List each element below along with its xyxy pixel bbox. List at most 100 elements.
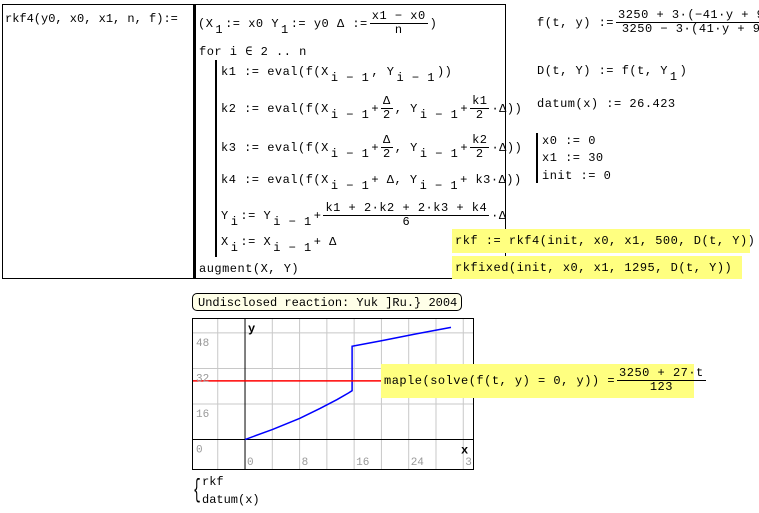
expr-text: X bbox=[221, 235, 229, 249]
augment-line: augment(X, Y) bbox=[199, 262, 299, 276]
expr-text: k1 + 2·k2 + 2·k3 + k4 bbox=[325, 201, 488, 215]
legend-datum[interactable]: datum(x) bbox=[202, 493, 260, 507]
maple-solve-expression[interactable]: maple(solve(f(t, y) = 0, y)) = 3250 + 27·… bbox=[381, 364, 706, 398]
expr-text: ) bbox=[429, 16, 438, 31]
init-line: (X 1:= x0 Y 1:= y0 Δ := x1 − x0 n) bbox=[198, 10, 437, 37]
series-rkf bbox=[244, 326, 452, 441]
fraction: k1 + 2·k2 + 2·k3 + k4 6 bbox=[323, 201, 490, 229]
expr-text: k2 := eval(f(X bbox=[221, 101, 329, 116]
expr-text: n bbox=[394, 23, 403, 37]
numerator: k2 bbox=[470, 133, 490, 148]
subscript: 1 bbox=[281, 22, 289, 37]
for-line: for i ∈ 2 .. n bbox=[199, 45, 307, 59]
expr-text: 3250 + 27·t bbox=[619, 366, 704, 380]
x0-definition[interactable]: x0 := 0 bbox=[542, 134, 596, 148]
expr-text: 2 bbox=[383, 147, 391, 161]
legend-brace: { bbox=[193, 475, 201, 505]
expr-text: maple(solve(f(t, y) = 0, y)) = bbox=[384, 373, 616, 388]
expr-text: augment(X, Y) bbox=[199, 262, 300, 276]
rkfixed-expression[interactable]: rkfixed(init, x0, x1, 1295, D(t, Y)) bbox=[452, 256, 742, 279]
f-definition[interactable]: f(t, y) :=3250 + 3·(−41·y + 9·t)3250 − 3… bbox=[537, 9, 759, 36]
subscript: i − 1 bbox=[273, 241, 312, 255]
y-axis-label: y bbox=[248, 322, 255, 336]
expr-text: ·Δ)) bbox=[491, 101, 523, 116]
program-bar bbox=[193, 5, 196, 278]
init-definition[interactable]: init := 0 bbox=[542, 169, 611, 183]
expr-text: x1 − x0 bbox=[371, 9, 426, 23]
x1-definition[interactable]: x1 := 30 bbox=[542, 151, 604, 165]
expr-text: , Y bbox=[371, 65, 395, 79]
expr-text: (X bbox=[198, 16, 214, 31]
expr-text: k1 bbox=[472, 94, 488, 108]
expr-text: )) bbox=[436, 65, 453, 79]
expr-text: 123 bbox=[649, 380, 673, 394]
D-definition[interactable]: D(t, Y) := f(t, Y 1) bbox=[537, 64, 688, 84]
expr-text: 2 bbox=[383, 108, 391, 122]
numerator: k1 bbox=[470, 94, 490, 109]
expr-text: + k3·Δ)) bbox=[460, 173, 522, 187]
expr-text: Y bbox=[221, 208, 229, 223]
denominator: 3250 − 3·(41·y + 9·t) bbox=[620, 23, 759, 36]
expr-text: := Y bbox=[240, 208, 272, 223]
subscript: i − 1 bbox=[396, 71, 435, 85]
y-tick-label: 32 bbox=[196, 373, 209, 385]
subscript: i bbox=[230, 241, 239, 255]
y-tick-label: 0 bbox=[196, 445, 203, 457]
expr-text: f(t, y) := bbox=[537, 15, 615, 30]
subscript: 1 bbox=[669, 70, 678, 84]
subscript: i − 1 bbox=[273, 214, 312, 229]
y-tick-label: 16 bbox=[196, 409, 209, 421]
subscript: i − 1 bbox=[330, 71, 370, 85]
numerator: Δ bbox=[381, 134, 393, 148]
denominator: n bbox=[393, 24, 405, 37]
x-tick-label: 0 bbox=[247, 457, 254, 469]
numerator: k1 + 2·k2 + 2·k3 + k4 bbox=[323, 201, 490, 216]
expr-text: + bbox=[313, 208, 322, 223]
expr-text: init := 0 bbox=[542, 169, 612, 183]
denominator: 2 bbox=[381, 109, 393, 122]
expr-text: ) bbox=[679, 64, 688, 78]
plot-title[interactable]: Undisclosed reaction: Yuk ]Ru.} 2004 bbox=[192, 293, 462, 311]
subscript: 1 bbox=[215, 22, 224, 37]
expr-text: Δ bbox=[383, 133, 391, 147]
subscript: i − 1 bbox=[419, 107, 459, 122]
expr-text: k4 := eval(f(X bbox=[221, 173, 329, 187]
assign-operator: := bbox=[163, 12, 178, 26]
rkf4-signature: rkf4(y0, x0, x1, n, f) bbox=[5, 12, 164, 26]
subscript: i − 1 bbox=[330, 146, 370, 161]
datum-definition[interactable]: datum(x) := 26.423 bbox=[537, 97, 676, 111]
expr-text: := x0 Y bbox=[225, 16, 280, 31]
fraction: 3250 + 3·(−41·y + 9·t)3250 − 3·(41·y + 9… bbox=[616, 9, 759, 36]
expr-text: + Δ, Y bbox=[371, 173, 418, 187]
expr-text: ·Δ bbox=[491, 208, 507, 223]
expr-text: for i ∈ 2 .. n bbox=[199, 45, 307, 59]
expr-text: := X bbox=[240, 235, 272, 249]
fraction: x1 − x0 n bbox=[369, 9, 428, 37]
expr-text: k2 bbox=[472, 133, 488, 147]
subscript: i − 1 bbox=[330, 179, 370, 193]
expr-text: x0 := 0 bbox=[542, 134, 596, 148]
rkf-definition[interactable]: rkf := rkf4(init, x0, x1, 500, D(t, Y)) bbox=[452, 229, 755, 253]
loop-bar bbox=[215, 60, 217, 257]
expr-text: , Y bbox=[394, 140, 418, 155]
expr-text: + bbox=[371, 101, 380, 116]
fraction: k1 2 bbox=[470, 94, 490, 122]
expr-text: 3250 + 3·(−41·y + 9·t) bbox=[618, 8, 759, 22]
rkf4-program-region[interactable] bbox=[2, 4, 506, 279]
expr-text: + bbox=[371, 140, 380, 155]
expr-text: 2 bbox=[475, 147, 484, 161]
x-tick-label: 3 bbox=[465, 457, 472, 469]
denominator: 2 bbox=[474, 148, 486, 161]
expr-text: rkfixed(init, x0, x1, 1295, D(t, Y)) bbox=[455, 261, 733, 275]
expr-text: + Δ bbox=[313, 235, 337, 249]
numerator: 3250 + 27·t bbox=[617, 367, 706, 381]
rkf4-definition: rkf4(y0, x0, x1, n, f):= bbox=[5, 12, 178, 26]
expr-text: 2 bbox=[475, 108, 484, 122]
legend-rkf[interactable]: rkf bbox=[202, 475, 224, 489]
